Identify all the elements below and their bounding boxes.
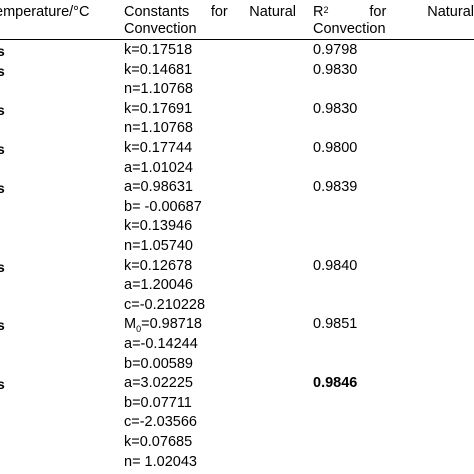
constant-value: k=0.12678 xyxy=(124,257,193,274)
row-marker: s xyxy=(0,62,5,79)
header-constants-line2: Convection xyxy=(124,21,197,37)
constant-value: k=0.17518 xyxy=(124,42,193,58)
constant-value: k=0.17691 xyxy=(124,100,193,117)
constant-value: k=0.07685 xyxy=(124,434,193,450)
header-r2-symbol: R2 xyxy=(313,4,329,20)
header-temperature-label: emperature/°C xyxy=(0,4,90,20)
constant-value: n= 1.02043 xyxy=(124,453,197,470)
header-r2-superscript: 2 xyxy=(323,5,329,15)
header-r2-line1: R2 for Natural xyxy=(313,4,474,21)
row-marker: s xyxy=(0,376,5,393)
constant-value: b= -0.00687 xyxy=(124,198,202,215)
r2-value: 0.9830 xyxy=(313,100,358,117)
row-marker: s xyxy=(0,141,5,157)
constant-value: a=-0.14244 xyxy=(124,336,198,352)
constant-value: k=0.17744 xyxy=(124,140,193,156)
r2-value: 0.9851 xyxy=(313,316,358,333)
header-r2-word: for xyxy=(369,4,387,20)
constant-value: b=0.00589 xyxy=(124,355,193,372)
constant-value: a=0.98631 xyxy=(124,179,193,196)
r2-value: 0.9839 xyxy=(313,179,358,196)
header-divider xyxy=(0,39,474,40)
row-marker: s xyxy=(0,101,5,118)
r2-value: 0.9800 xyxy=(313,140,358,156)
header-r2: R2 for Natural Convection xyxy=(313,4,474,38)
constant-value: a=1.20046 xyxy=(124,277,193,294)
row-marker: s xyxy=(0,180,5,197)
constant-value: k=0.14681 xyxy=(124,61,193,78)
constant-value: a=3.02225 xyxy=(124,375,193,392)
header-constants-word: for xyxy=(210,4,228,20)
r2-value: 0.9830 xyxy=(313,61,358,78)
constant-value: a=1.01024 xyxy=(124,159,193,176)
row-marker: s xyxy=(0,258,5,275)
header-r2-line2: Convection xyxy=(313,21,386,37)
constant-value: c=-2.03566 xyxy=(124,414,197,431)
header-temperature: emperature/°C xyxy=(0,4,89,21)
constant-value: c=-0.210228 xyxy=(124,296,206,313)
constant-value: n=1.10768 xyxy=(124,120,193,137)
r2-value: 0.9840 xyxy=(313,257,358,274)
constant-value: k=0.13946 xyxy=(124,218,193,235)
header-constants-word: Constants xyxy=(124,4,190,20)
r2-value: 0.9846 xyxy=(313,375,358,392)
constant-value: n=1.05740 xyxy=(124,238,193,254)
row-marker: s xyxy=(0,43,5,59)
header-constants: Constants for Natural Convection xyxy=(124,4,296,38)
header-constants-word: Natural xyxy=(249,4,296,20)
r2-value: 0.9798 xyxy=(313,42,358,58)
header-constants-line1: Constants for Natural xyxy=(124,4,296,21)
constant-value: M0=0.98718 xyxy=(124,316,202,335)
constant-value: n=1.10768 xyxy=(124,81,193,98)
header-r2-word: Natural xyxy=(427,4,474,20)
row-marker: s xyxy=(0,317,5,334)
constant-value: b=0.07711 xyxy=(124,394,192,411)
